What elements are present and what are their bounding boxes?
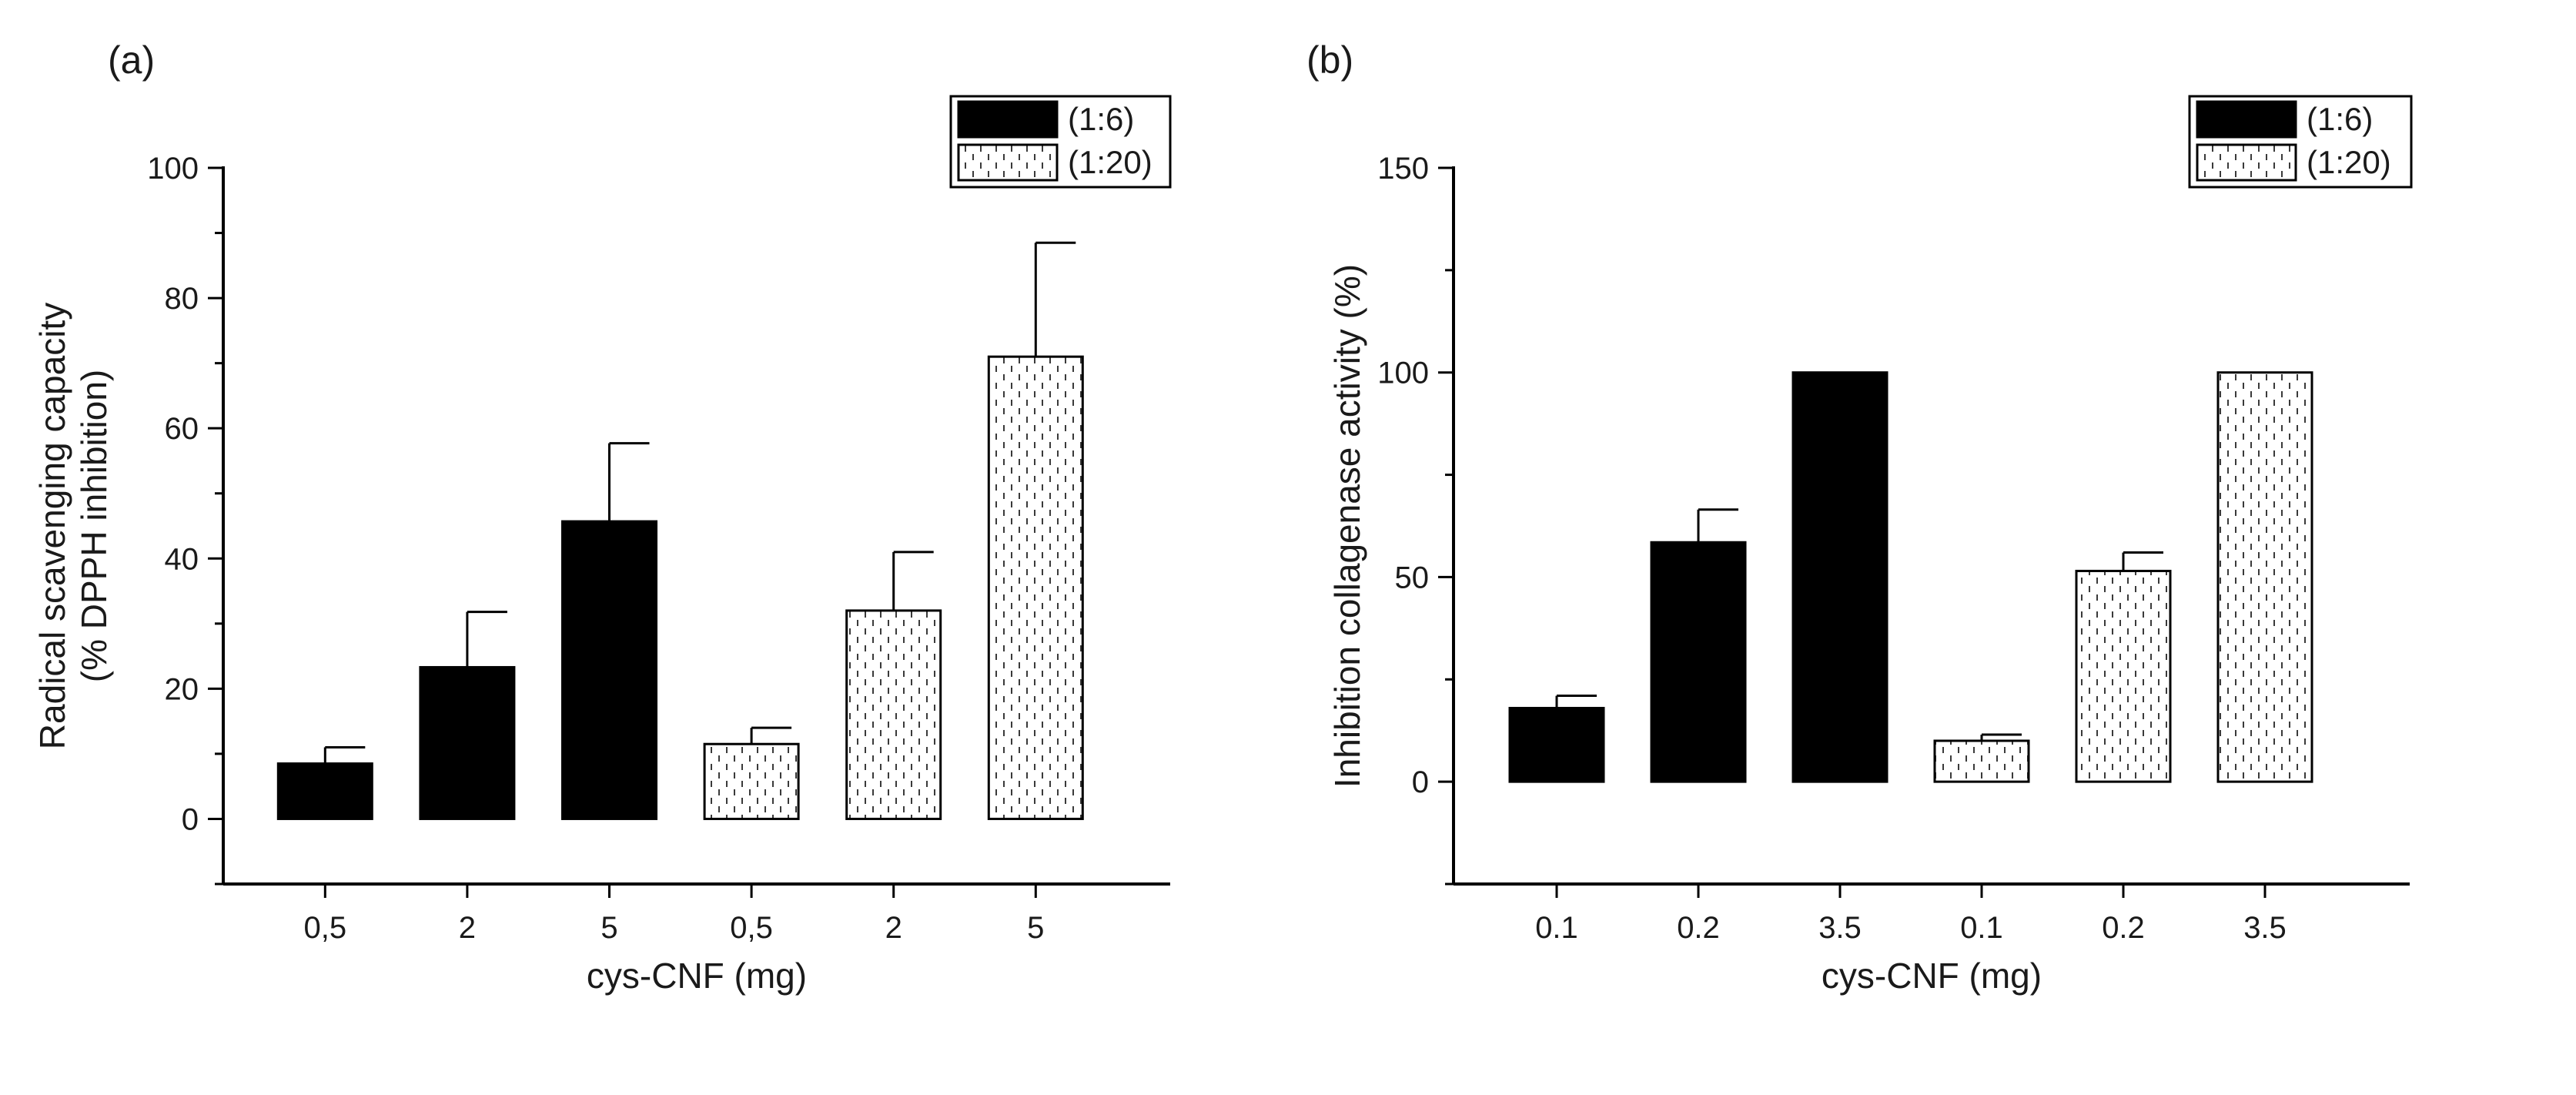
legend-swatch <box>957 143 1059 182</box>
y-tick-label: 50 <box>1395 561 1430 594</box>
bar <box>2216 371 2313 783</box>
y-tick-label: 150 <box>1377 152 1429 186</box>
y-axis-title: (% DPPH inhibition) <box>74 370 114 682</box>
x-tick-label: 3.5 <box>2243 911 2287 945</box>
chart-panel-a: (a) 0 20 40 60 80 100 0,5 2 5 0,5 2 5 cys-CNF (mg) Rad… <box>32 39 1172 996</box>
x-tick-label: 5 <box>601 911 617 945</box>
legend-label: (1:6) <box>1068 101 1134 137</box>
bar <box>987 355 1084 820</box>
y-tick-label: 20 <box>165 672 199 706</box>
bar <box>276 762 373 820</box>
x-tick-label: 0.1 <box>1535 911 1578 945</box>
bar <box>2075 569 2172 783</box>
legend-label: (1:20) <box>1068 144 1153 180</box>
bar <box>1508 706 1605 783</box>
chart-panel-b: (b) 0 50 100 150 0.1 0.2 3.5 0.1 0.2 3.5 cys-CNF (m… <box>1306 39 2413 996</box>
x-tick-label: 0,5 <box>730 911 773 945</box>
bar <box>845 609 942 820</box>
bar <box>703 742 800 820</box>
panel-label: (a) <box>108 39 155 82</box>
legend-swatch <box>2196 143 2297 182</box>
bar <box>419 665 516 820</box>
x-axis-title: cys-CNF (mg) <box>587 956 807 996</box>
bar <box>561 520 657 820</box>
x-tick-label: 2 <box>459 911 476 945</box>
legend-label: (1:6) <box>2307 101 2373 137</box>
x-tick-label: 0,5 <box>303 911 346 945</box>
y-tick-label: 0 <box>182 802 199 836</box>
y-axis-title: Radical scavenging capacity <box>32 303 72 749</box>
y-tick-label: 0 <box>1412 765 1429 799</box>
panel-label: (b) <box>1306 39 1353 82</box>
legend-swatch <box>957 100 1059 139</box>
y-tick-label: 80 <box>165 282 199 316</box>
x-tick-label: 0.2 <box>2102 911 2145 945</box>
y-tick-label: 100 <box>1377 357 1429 390</box>
x-tick-label: 2 <box>885 911 902 945</box>
legend-swatch <box>2196 100 2297 139</box>
x-tick-label: 5 <box>1027 911 1044 945</box>
y-axis-title: Inhibition collagenase activity (%) <box>1327 264 1367 788</box>
y-tick-label: 100 <box>147 152 199 186</box>
bar <box>1650 541 1747 783</box>
x-tick-label: 3.5 <box>1818 911 1862 945</box>
x-tick-label: 0.2 <box>1677 911 1720 945</box>
bar <box>1791 371 1889 783</box>
y-tick-label: 40 <box>165 542 199 576</box>
legend-label: (1:20) <box>2307 144 2391 180</box>
y-tick-label: 60 <box>165 412 199 446</box>
bar <box>1933 739 2030 783</box>
x-axis-title: cys-CNF (mg) <box>1822 956 2042 996</box>
x-tick-label: 0.1 <box>1960 911 2003 945</box>
